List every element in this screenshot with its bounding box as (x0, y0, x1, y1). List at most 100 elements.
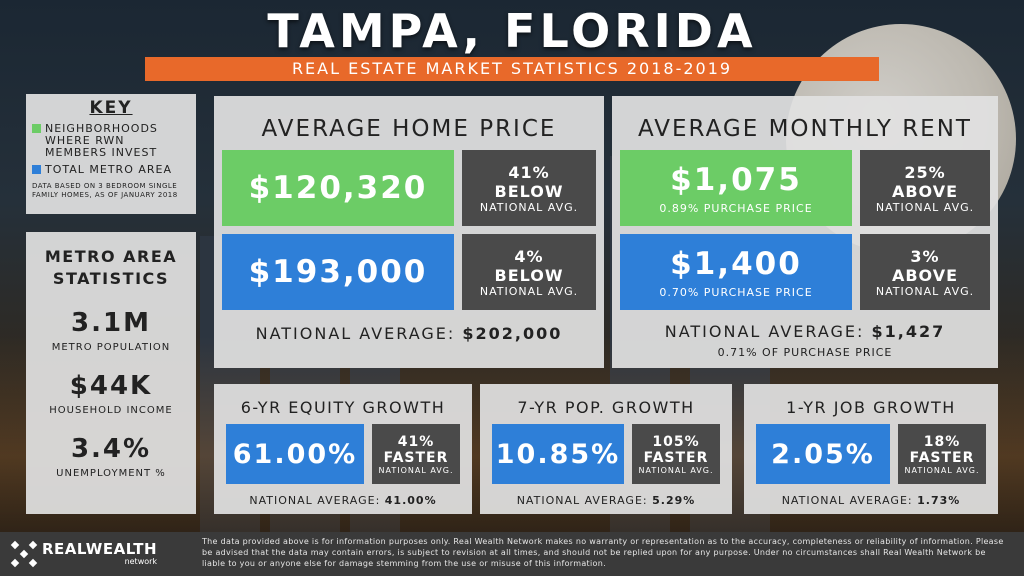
page-subtitle: REAL ESTATE MARKET STATISTICS 2018-2019 (145, 57, 879, 81)
equity-growth-compare: 41% FASTER NATIONAL AVG. (372, 424, 460, 484)
home-price-metro-row: $193,000 4% BELOW NATIONAL AVG. (222, 234, 596, 310)
job-national: NATIONAL AVERAGE: 1.73% (744, 494, 998, 507)
page-title: TAMPA, FLORIDA (267, 4, 757, 58)
unemployment-value: 3.4% (70, 434, 152, 464)
footer: REALWEALTH network The data provided abo… (0, 532, 1024, 576)
rent-panel: AVERAGE MONTHLY RENT $1,075 0.89% PURCHA… (612, 96, 998, 368)
compare-pct: 105% (652, 433, 700, 450)
compare-pct: 4% (514, 246, 544, 266)
national-label: NATIONAL AVERAGE: (249, 494, 381, 507)
compare-dir: FASTER (643, 449, 709, 466)
job-growth-cell: 2.05% (756, 424, 890, 484)
rent-national-sub: 0.71% OF PURCHASE PRICE (717, 346, 893, 359)
home-price-metro-value: $193,000 (248, 254, 428, 290)
job-growth-value: 2.05% (771, 438, 875, 470)
home-price-rwn-row: $120,320 41% BELOW NATIONAL AVG. (222, 150, 596, 226)
compare-pct: 41% (397, 433, 435, 450)
job-growth-panel: 1-YR JOB GROWTH 2.05% 18% FASTER NATIONA… (744, 384, 998, 514)
key-item-metro: TOTAL METRO AREA (32, 164, 190, 176)
household-income-value: $44K (69, 371, 153, 401)
home-price-rwn-value: $120,320 (248, 170, 428, 206)
compare-note: NATIONAL AVG. (875, 284, 975, 298)
job-growth-row: 2.05% 18% FASTER NATIONAL AVG. (756, 424, 986, 484)
household-income-label: HOUSEHOLD INCOME (49, 405, 173, 416)
compare-pct: 18% (923, 433, 961, 450)
key-item-label: TOTAL METRO AREA (45, 163, 172, 176)
compare-pct: 3% (910, 246, 940, 266)
rent-rwn-value: $1,075 (670, 161, 802, 198)
job-growth-compare: 18% FASTER NATIONAL AVG. (898, 424, 986, 484)
equity-growth-panel: 6-YR EQUITY GROWTH 61.00% 41% FASTER NAT… (214, 384, 472, 514)
national-value: 1.73% (917, 494, 961, 507)
national-label: NATIONAL AVERAGE: (516, 494, 648, 507)
compare-dir: FASTER (383, 449, 449, 466)
metro-title-line1: METRO AREA (44, 247, 178, 266)
rent-metro-cell: $1,400 0.70% PURCHASE PRICE (620, 234, 852, 310)
compare-pct: 41% (508, 162, 550, 182)
blue-swatch (32, 165, 41, 174)
realwealth-logo: REALWEALTH network (10, 540, 157, 568)
equity-growth-cell: 61.00% (226, 424, 364, 484)
rent-title: AVERAGE MONTHLY RENT (638, 116, 972, 142)
compare-note: NATIONAL AVG. (479, 284, 579, 298)
equity-growth-value: 61.00% (232, 438, 358, 470)
unemployment-label: UNEMPLOYMENT % (56, 468, 166, 479)
key-item-rwn: NEIGHBORHOODS WHERE RWN MEMBERS INVEST (32, 123, 190, 159)
rent-rwn-row: $1,075 0.89% PURCHASE PRICE 25% ABOVE NA… (620, 150, 990, 226)
metro-population-label: METRO POPULATION (51, 342, 171, 353)
home-price-title: AVERAGE HOME PRICE (261, 116, 557, 142)
national-value: 5.29% (652, 494, 696, 507)
compare-dir: BELOW (494, 181, 564, 201)
metro-stats-panel: METRO AREA STATISTICS 3.1M METRO POPULAT… (26, 232, 196, 514)
key-item-label: NEIGHBORHOODS WHERE RWN MEMBERS INVEST (45, 122, 158, 159)
disclaimer-text: The data provided above is for informati… (202, 537, 1004, 568)
compare-dir: ABOVE (891, 181, 959, 201)
compare-note: NATIONAL AVG. (378, 465, 454, 475)
equity-growth-title: 6-YR EQUITY GROWTH (240, 398, 446, 417)
rent-national: NATIONAL AVERAGE: $1,427 (612, 322, 998, 341)
compare-note: NATIONAL AVG. (875, 200, 975, 214)
compare-note: NATIONAL AVG. (638, 465, 714, 475)
rent-rwn-sub: 0.89% PURCHASE PRICE (659, 201, 813, 215)
pop-national: NATIONAL AVERAGE: 5.29% (480, 494, 732, 507)
logo-sub: network (124, 557, 158, 566)
metro-population-value: 3.1M (71, 308, 151, 338)
national-value: 41.00% (384, 494, 437, 507)
home-price-national: NATIONAL AVERAGE: $202,000 (214, 324, 604, 343)
green-swatch (32, 124, 41, 133)
home-price-rwn-cell: $120,320 (222, 150, 454, 226)
national-label: NATIONAL AVERAGE: (781, 494, 913, 507)
home-price-rwn-compare: 41% BELOW NATIONAL AVG. (462, 150, 596, 226)
pop-growth-compare: 105% FASTER NATIONAL AVG. (632, 424, 720, 484)
rent-metro-row: $1,400 0.70% PURCHASE PRICE 3% ABOVE NAT… (620, 234, 990, 310)
home-price-metro-compare: 4% BELOW NATIONAL AVG. (462, 234, 596, 310)
national-label: NATIONAL AVERAGE: (255, 324, 456, 343)
home-price-metro-cell: $193,000 (222, 234, 454, 310)
metro-title-line2: STATISTICS (52, 269, 170, 288)
pop-growth-panel: 7-YR POP. GROWTH 10.85% 105% FASTER NATI… (480, 384, 732, 514)
key-panel: KEY NEIGHBORHOODS WHERE RWN MEMBERS INVE… (26, 94, 196, 214)
pop-growth-cell: 10.85% (492, 424, 624, 484)
national-value: $202,000 (462, 324, 563, 343)
job-growth-title: 1-YR JOB GROWTH (786, 398, 956, 417)
equity-growth-row: 61.00% 41% FASTER NATIONAL AVG. (226, 424, 460, 484)
pop-growth-title: 7-YR POP. GROWTH (517, 398, 695, 417)
national-label: NATIONAL AVERAGE: (664, 322, 865, 341)
pop-growth-value: 10.85% (495, 438, 621, 470)
rent-metro-value: $1,400 (670, 245, 802, 282)
rent-metro-sub: 0.70% PURCHASE PRICE (659, 285, 813, 299)
pop-growth-row: 10.85% 105% FASTER NATIONAL AVG. (492, 424, 720, 484)
compare-dir: ABOVE (891, 265, 959, 285)
rent-rwn-cell: $1,075 0.89% PURCHASE PRICE (620, 150, 852, 226)
equity-national: NATIONAL AVERAGE: 41.00% (214, 494, 472, 507)
logo-mark-icon (10, 540, 38, 568)
rent-metro-compare: 3% ABOVE NATIONAL AVG. (860, 234, 990, 310)
compare-note: NATIONAL AVG. (479, 200, 579, 214)
compare-pct: 25% (904, 162, 946, 182)
national-value: $1,427 (871, 322, 946, 341)
compare-note: NATIONAL AVG. (904, 465, 980, 475)
logo-name: REALWEALTH (42, 540, 158, 558)
key-title: KEY (89, 98, 133, 118)
home-price-panel: AVERAGE HOME PRICE $120,320 41% BELOW NA… (214, 96, 604, 368)
rent-rwn-compare: 25% ABOVE NATIONAL AVG. (860, 150, 990, 226)
